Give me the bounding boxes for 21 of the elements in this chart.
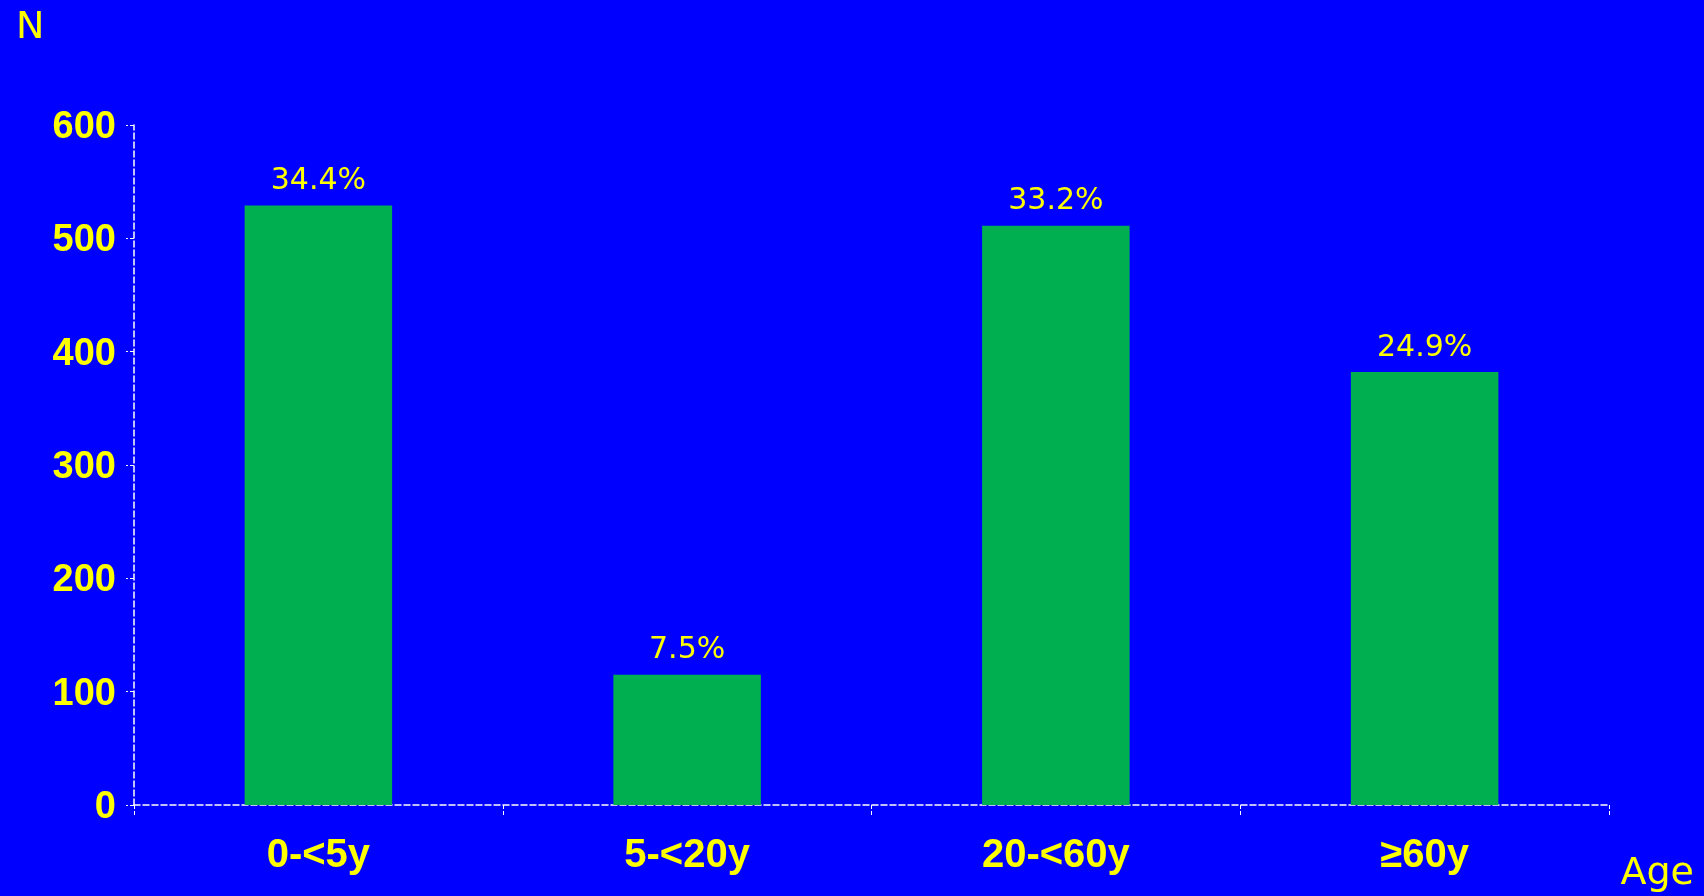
annotation: 24.9% xyxy=(1376,327,1473,363)
y-tick-label: 200 xyxy=(52,557,116,600)
bar xyxy=(982,225,1130,805)
x-tick-label: 20-<60y xyxy=(981,831,1131,875)
y-tick-label: 0 xyxy=(94,784,116,826)
y-tick-label: 300 xyxy=(52,444,116,486)
y-axis-title: N xyxy=(16,3,45,47)
bar xyxy=(1350,372,1499,805)
x-tick-label: ≥60y xyxy=(1380,831,1470,875)
bar xyxy=(613,674,761,805)
bar xyxy=(244,205,393,805)
y-tick-label: 600 xyxy=(52,104,116,146)
y-tick-label: 100 xyxy=(52,670,116,713)
x-tick-label: 0-<5y xyxy=(266,831,371,875)
y-tick-label: 400 xyxy=(52,330,116,373)
y-tick-label: 500 xyxy=(52,217,116,260)
annotation: 33.2% xyxy=(1008,181,1104,217)
x-axis-title: Age xyxy=(1620,849,1694,893)
x-tick-label: 5-<20y xyxy=(624,831,751,875)
annotation: 7.5% xyxy=(649,630,726,666)
annotation: 34.4% xyxy=(270,160,367,196)
